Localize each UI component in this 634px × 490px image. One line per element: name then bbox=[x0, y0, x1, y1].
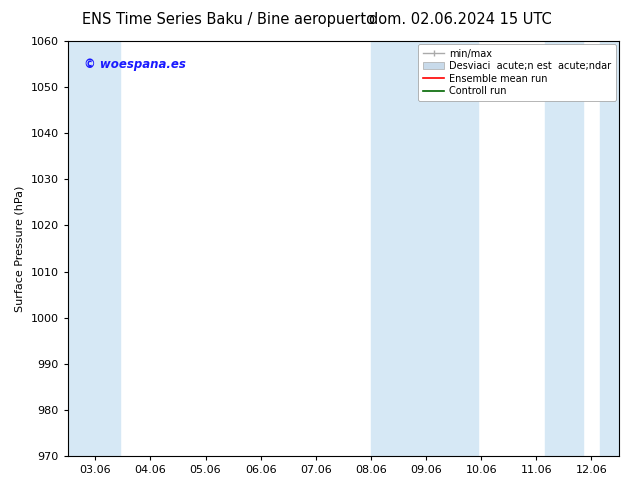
Legend: min/max, Desviaci  acute;n est  acute;ndar, Ensemble mean run, Controll run: min/max, Desviaci acute;n est acute;ndar… bbox=[418, 44, 616, 101]
Text: dom. 02.06.2024 15 UTC: dom. 02.06.2024 15 UTC bbox=[369, 12, 552, 27]
Text: © woespana.es: © woespana.es bbox=[84, 58, 186, 71]
Bar bbox=[68, 41, 120, 456]
Bar bbox=[371, 41, 479, 456]
Y-axis label: Surface Pressure (hPa): Surface Pressure (hPa) bbox=[15, 185, 25, 312]
Text: ENS Time Series Baku / Bine aeropuerto: ENS Time Series Baku / Bine aeropuerto bbox=[82, 12, 375, 27]
Bar bbox=[545, 41, 583, 456]
Bar bbox=[600, 41, 619, 456]
